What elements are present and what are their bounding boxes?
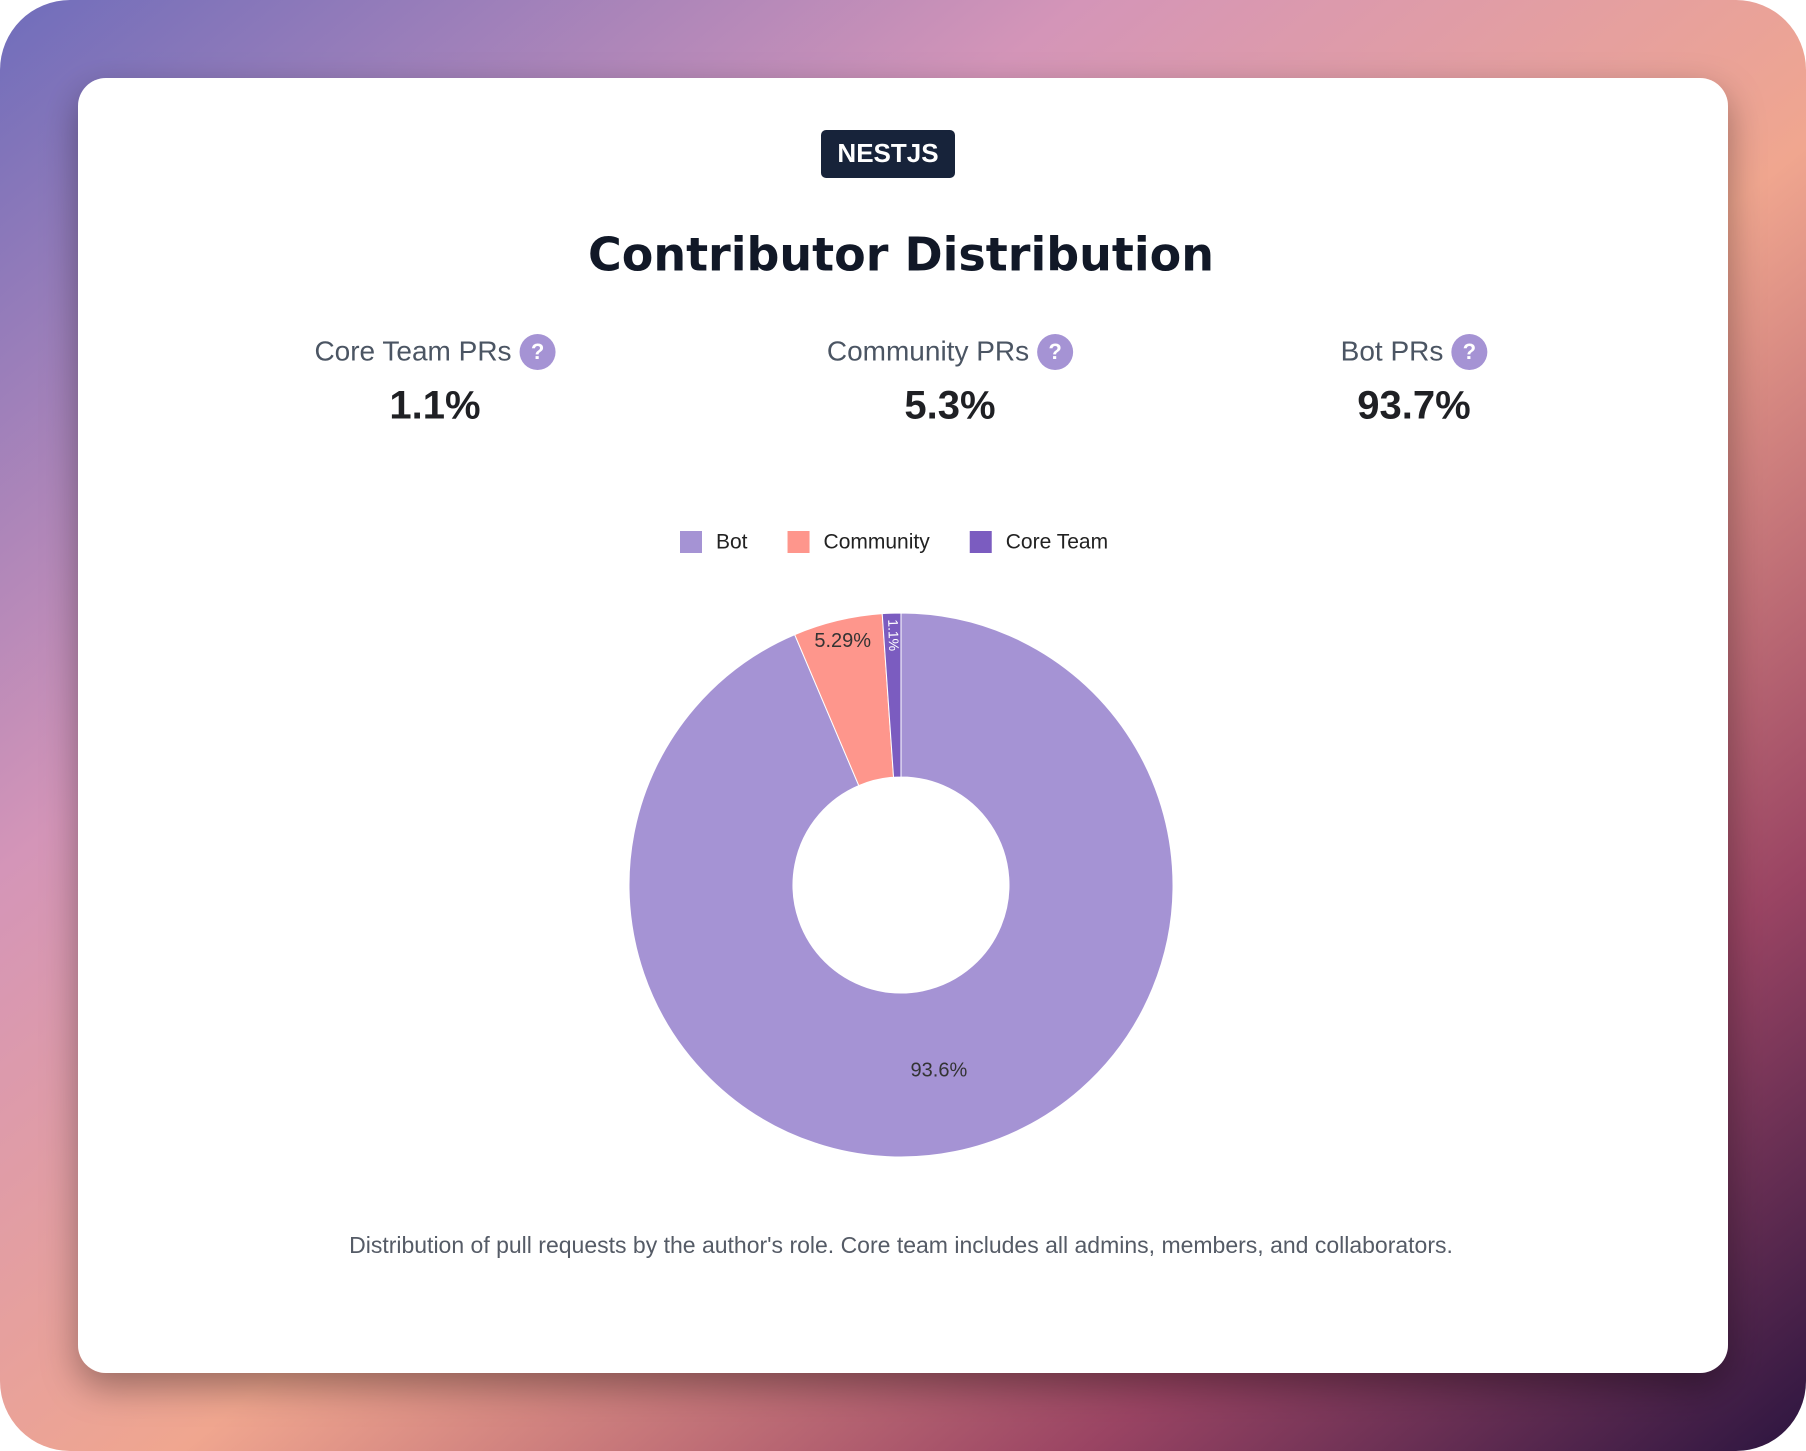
help-icon-text: ? [531, 339, 544, 364]
stat-label: Core Team PRs [314, 335, 511, 366]
stat-value: 93.7% [1357, 384, 1470, 428]
legend-swatch [969, 531, 992, 553]
slice-label: 93.6% [911, 1059, 968, 1081]
stat-label: Bot PRs [1341, 335, 1444, 366]
title: Contributor Distribution [588, 228, 1214, 282]
help-icon [1451, 334, 1488, 370]
legend-label: Bot [716, 531, 748, 554]
badge [821, 130, 955, 178]
help-icon [519, 334, 556, 370]
help-icon [1037, 334, 1074, 370]
pie-slice [628, 612, 1174, 1158]
help-icon-text: ? [1048, 339, 1061, 364]
footer: Distribution of pull requests by the aut… [349, 1232, 1453, 1258]
legend-swatch [787, 531, 810, 553]
stat-value: 5.3% [904, 384, 995, 428]
badge-text: NESTJS [837, 138, 938, 168]
stat-value: 1.1% [389, 384, 480, 428]
legend-label: Core Team [1006, 531, 1108, 554]
help-icon-text: ? [1463, 339, 1476, 364]
stat-label: Community PRs [827, 335, 1029, 366]
legend-label: Community [824, 531, 931, 554]
legend-swatch [680, 531, 702, 553]
slice-label: 5.29% [814, 630, 871, 652]
pie-slice [881, 612, 902, 778]
slice-label: 1.1% [885, 619, 902, 651]
